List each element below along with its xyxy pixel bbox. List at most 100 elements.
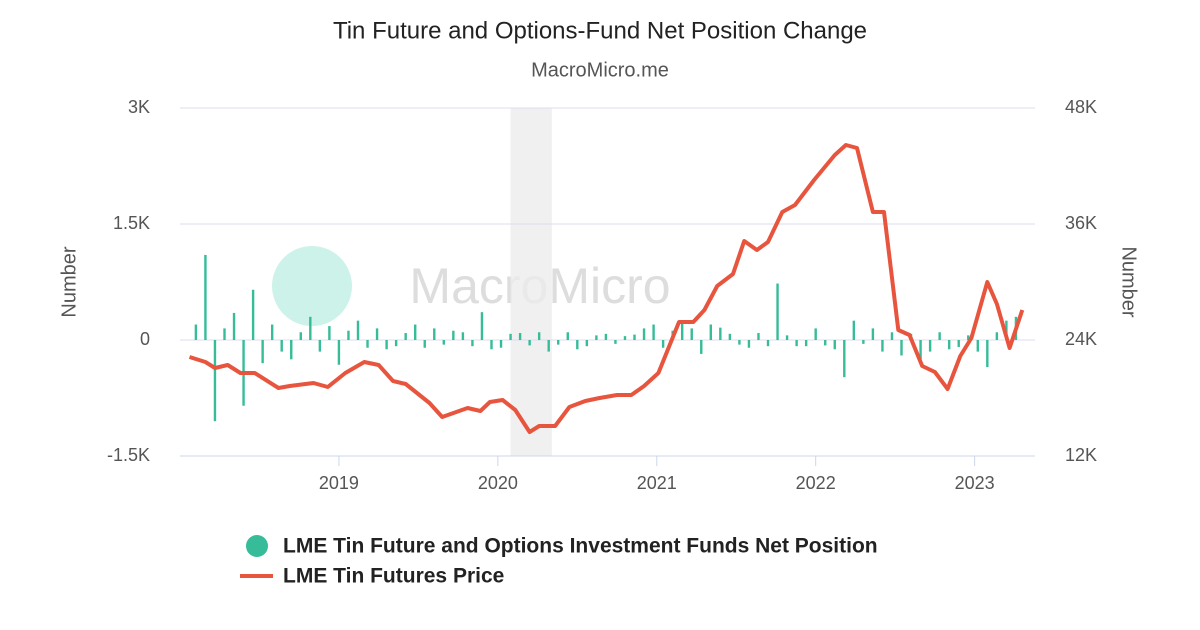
y2-axis-label: Number (1118, 246, 1140, 317)
chart-title: Tin Future and Options-Fund Net Position… (333, 17, 867, 44)
bar (700, 340, 703, 354)
bar (881, 340, 884, 352)
bar (518, 333, 522, 340)
bar (566, 332, 569, 340)
bar (537, 332, 541, 340)
bar (557, 340, 560, 345)
bar (661, 340, 665, 348)
bar (690, 328, 693, 340)
x-tick-label: 2020 (478, 473, 518, 493)
bar (328, 326, 331, 340)
bar (728, 333, 732, 340)
bar (423, 340, 426, 348)
bar (680, 320, 684, 340)
bar (270, 324, 274, 340)
bar (547, 340, 550, 352)
x-tick-label: 2023 (955, 473, 995, 493)
bar (318, 340, 322, 352)
bar (595, 335, 598, 340)
bar (995, 332, 999, 340)
legend-label[interactable]: LME Tin Futures Price (283, 565, 504, 588)
y2-tick-label: 12K (1065, 445, 1097, 465)
bar (795, 340, 798, 347)
bar (747, 340, 751, 348)
bar (900, 340, 903, 356)
bar (938, 332, 941, 340)
bar (719, 327, 722, 340)
y-tick-label: 3K (128, 97, 150, 117)
plot-area: -1.5K 0 1.5K 3K 12K 24K 36K 48K 2019 2020 2021 2022… (107, 97, 1097, 493)
bar (452, 330, 455, 340)
bar (280, 340, 283, 352)
bar (871, 328, 875, 340)
bar (928, 340, 932, 352)
bar (585, 340, 589, 347)
bar (967, 335, 970, 340)
x-tick-label: 2022 (796, 473, 836, 493)
bar (433, 328, 436, 340)
bar (490, 340, 493, 350)
bar (986, 340, 989, 368)
bar (738, 340, 741, 345)
bar (757, 333, 760, 340)
bar (852, 320, 856, 340)
bar (213, 340, 217, 422)
bar (957, 340, 960, 347)
bar (709, 324, 712, 340)
bar (499, 340, 503, 348)
bar (261, 340, 264, 364)
x-tick-label: 2019 (319, 473, 359, 493)
chart-subtitle: MacroMicro.me (531, 59, 669, 81)
bar (528, 340, 531, 346)
bar (633, 334, 636, 340)
y-tick-label: -1.5K (107, 445, 150, 465)
legend-bar-symbol (246, 535, 268, 557)
bar (442, 340, 446, 345)
bar (385, 340, 388, 350)
bar (366, 340, 369, 348)
y-tick-label: 1.5K (113, 213, 150, 233)
bar (232, 312, 236, 340)
bar (776, 283, 779, 340)
bar (299, 332, 302, 340)
bar (480, 312, 484, 340)
bar (204, 254, 207, 340)
bar (576, 340, 579, 350)
bar (766, 340, 770, 347)
y-axis-label: Number (58, 246, 80, 317)
y2-tick-label: 48K (1065, 97, 1097, 117)
watermark-logo (272, 246, 352, 326)
bar (604, 333, 608, 340)
bar (824, 340, 827, 346)
highlight-band (510, 108, 552, 456)
bar (414, 324, 417, 340)
bar (309, 316, 312, 340)
bar (223, 328, 226, 340)
bar (394, 340, 398, 347)
bar (356, 320, 360, 340)
bar (337, 340, 341, 365)
bar (785, 335, 789, 340)
bar (919, 340, 922, 360)
bar (251, 289, 255, 340)
legend-label[interactable]: LME Tin Future and Options Investment Fu… (283, 535, 878, 558)
bar (976, 340, 979, 352)
bar (833, 340, 836, 350)
x-tick-label: 2021 (637, 473, 677, 493)
bar (862, 340, 865, 344)
bar (404, 333, 407, 340)
bar (652, 324, 655, 340)
bar (461, 332, 465, 340)
bar (947, 340, 951, 350)
price-line (188, 143, 1025, 434)
bar (194, 324, 198, 340)
bar (290, 340, 293, 360)
bar (642, 328, 646, 340)
y2-tick-label: 24K (1065, 329, 1097, 349)
bar (614, 340, 617, 344)
bar (509, 333, 512, 340)
bar (347, 330, 350, 340)
bar (623, 336, 627, 340)
bar (890, 332, 894, 340)
